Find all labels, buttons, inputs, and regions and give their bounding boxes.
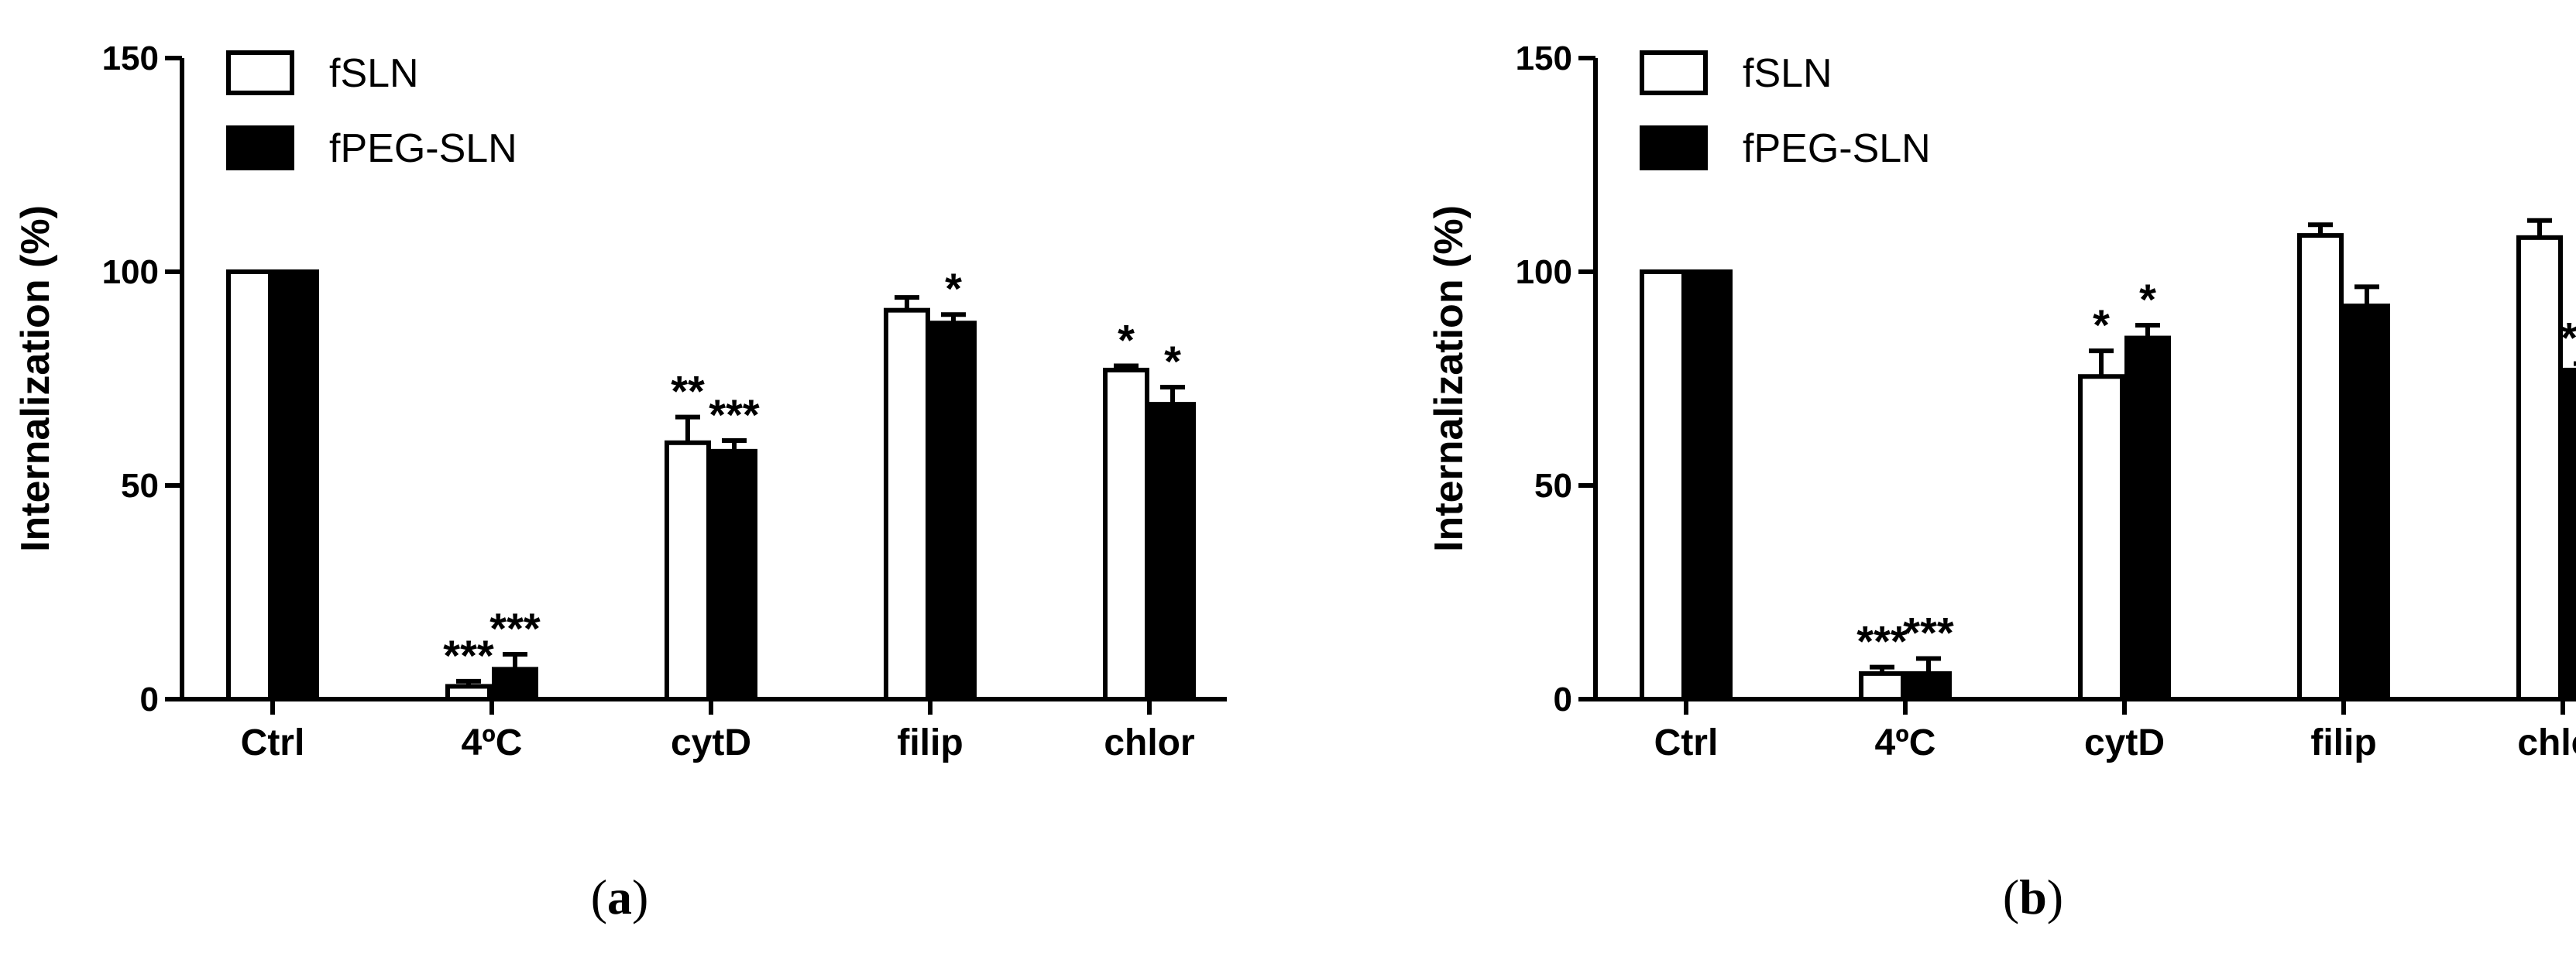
legend-label: fSLN (1743, 51, 1832, 96)
significance-marker: ** (671, 367, 705, 416)
bar-fpeg-sln-2 (711, 448, 757, 702)
bar-fpeg-sln-1 (1905, 671, 1952, 702)
x-tick-label: filip (2310, 722, 2376, 763)
bar-fpeg-sln-4 (1149, 402, 1196, 701)
x-tick-label: Ctrl (1654, 722, 1719, 763)
significance-marker: *** (709, 390, 760, 439)
panel-label: (a) (591, 870, 649, 924)
bar-fpeg-sln-1 (492, 667, 538, 701)
significance-marker: * (2093, 300, 2110, 349)
x-tick-label: chlor (1104, 722, 1194, 763)
legend-swatch-fpeg-sln (226, 125, 294, 170)
bar-fsln-0 (226, 269, 273, 701)
y-tick-label: 0 (140, 681, 159, 719)
bar-fsln-4 (1103, 367, 1149, 701)
legend-swatch-fsln (226, 50, 294, 95)
bar-fsln-2 (665, 440, 711, 701)
significance-marker: *** (1856, 617, 1908, 666)
bar-fpeg-sln-0 (1686, 269, 1733, 701)
y-axis-title: Internalization (%) (1427, 205, 1472, 552)
bar-fpeg-sln-3 (2344, 304, 2390, 701)
y-tick-label: 0 (1554, 681, 1572, 719)
x-tick-label: 4ºC (462, 722, 523, 763)
y-tick-label: 100 (1516, 253, 1572, 291)
y-tick-label: 150 (102, 39, 159, 77)
x-tick-label: chlor (2517, 722, 2576, 763)
bar-fsln-0 (1640, 269, 1686, 701)
y-tick-label: 50 (1534, 467, 1572, 505)
significance-marker: * (2139, 275, 2156, 324)
y-axis-title: Internalization (%) (13, 205, 58, 552)
legend-label: fPEG-SLN (329, 126, 517, 171)
x-tick-label: cytD (2084, 722, 2165, 763)
significance-marker: * (945, 264, 962, 313)
legend-label: fPEG-SLN (1743, 126, 1931, 171)
legend-label: fSLN (329, 51, 419, 96)
significance-marker: *** (443, 631, 494, 680)
x-tick-label: cytD (671, 722, 751, 763)
significance-marker: *** (2561, 314, 2576, 362)
bar-fsln-3 (2297, 233, 2344, 701)
bar-fsln-4 (2516, 235, 2563, 701)
panel-label: (b) (2003, 870, 2063, 924)
x-tick-label: filip (897, 722, 963, 763)
y-tick-label: 150 (1516, 39, 1572, 77)
bar-fpeg-sln-0 (273, 269, 319, 701)
x-tick-label: Ctrl (241, 722, 305, 763)
y-tick-label: 100 (102, 253, 159, 291)
bar-fpeg-sln-4 (2563, 367, 2576, 701)
bar-fsln-1 (1859, 671, 1905, 702)
significance-marker: *** (489, 604, 541, 653)
significance-marker: * (1118, 315, 1135, 364)
legend-swatch-fpeg-sln (1640, 125, 1708, 170)
bar-fsln-3 (884, 307, 930, 701)
significance-marker: *** (1903, 609, 1954, 657)
y-tick-label: 50 (121, 467, 159, 505)
bar-fpeg-sln-2 (2124, 335, 2171, 701)
bar-fpeg-sln-3 (930, 321, 977, 701)
significance-marker: * (1164, 337, 1181, 386)
x-tick-label: 4ºC (1875, 722, 1936, 763)
bar-fsln-2 (2078, 374, 2124, 701)
legend-swatch-fsln (1640, 50, 1708, 95)
